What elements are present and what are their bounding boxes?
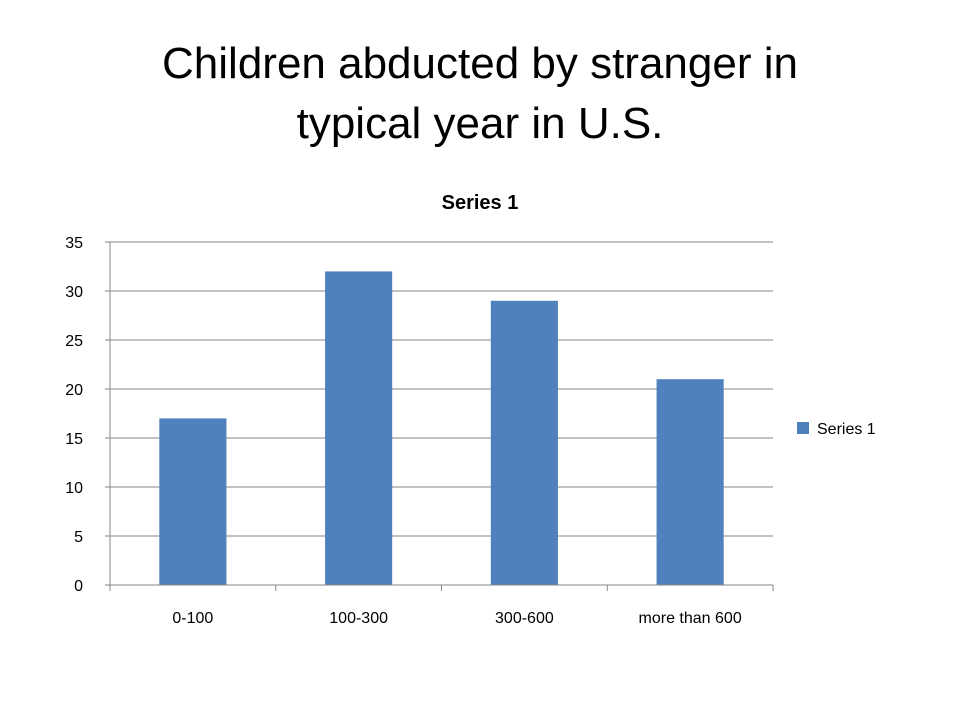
y-tick-label: 30 <box>65 284 83 301</box>
slide-title-line-2: typical year in U.S. <box>296 99 664 148</box>
slide-title: Children abducted by stranger in typical… <box>60 34 900 154</box>
bar <box>159 418 227 585</box>
x-tick-label: more than 600 <box>639 610 742 627</box>
y-tick-label: 5 <box>74 529 83 546</box>
x-tick-label: 100-300 <box>329 610 388 627</box>
x-tick-label: 300-600 <box>495 610 554 627</box>
legend-swatch <box>797 422 809 434</box>
y-tick-label: 20 <box>65 382 83 399</box>
bar <box>656 379 724 585</box>
bar <box>325 271 393 585</box>
legend-label: Series 1 <box>817 421 876 438</box>
y-tick-label: 15 <box>65 431 83 448</box>
y-tick-label: 0 <box>74 578 83 595</box>
slide-title-line-1: Children abducted by stranger in <box>162 39 798 88</box>
bar <box>490 300 558 585</box>
y-tick-label: 25 <box>65 333 83 350</box>
chart-title: Series 1 <box>442 192 519 214</box>
y-tick-label: 10 <box>65 480 83 497</box>
x-tick-label: 0-100 <box>172 610 213 627</box>
y-tick-label: 35 <box>65 235 83 252</box>
